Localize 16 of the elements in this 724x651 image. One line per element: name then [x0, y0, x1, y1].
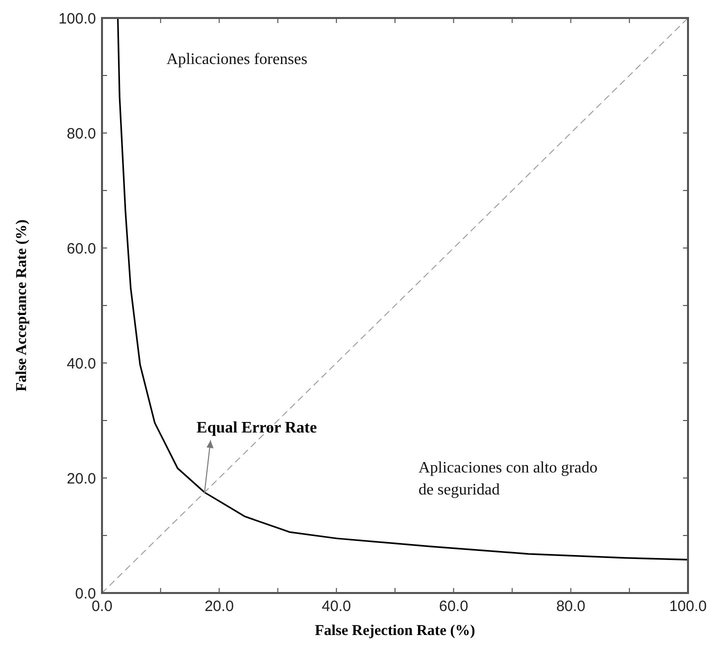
y-tick-label: 60.0 [66, 240, 96, 258]
annotation: Aplicaciones con alto grado de seguridad [418, 459, 598, 499]
x-tick-label: 60.0 [439, 598, 468, 615]
x-tick-label: 20.0 [204, 598, 234, 615]
x-tick-label: 0.0 [92, 598, 112, 615]
y-tick-label: 40.0 [66, 355, 96, 372]
x-tick-label: 100.0 [669, 598, 707, 615]
annotation: Aplicaciones forenses [166, 51, 308, 68]
x-tick-label: 80.0 [556, 598, 586, 615]
x-axis-title: False Rejection Rate (%) [314, 623, 476, 639]
y-tick-label: 20.0 [66, 470, 96, 488]
annotation: Equal Error Rate [196, 419, 317, 436]
y-tick-label: 80.0 [66, 125, 96, 142]
y-tick-label: 100.0 [58, 10, 96, 28]
y-axis-title: False Acceptance Rate (%) [14, 219, 30, 392]
x-tick-label: 40.0 [322, 598, 351, 615]
